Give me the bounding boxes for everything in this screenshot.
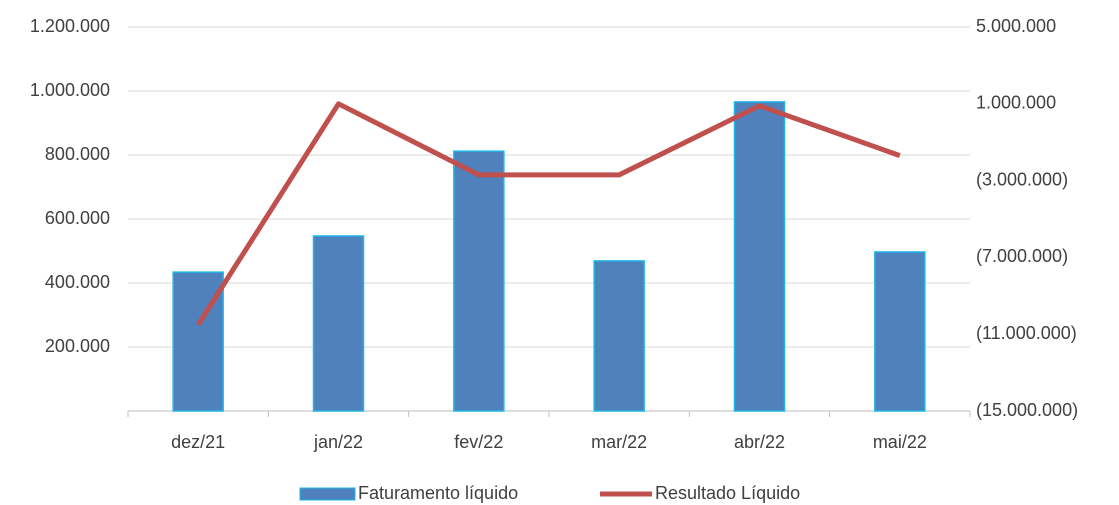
y-tick-label: 200.000 — [45, 336, 110, 356]
y-tick-label: 800.000 — [45, 144, 110, 164]
x-tick-label: fev/22 — [454, 432, 503, 452]
x-tick-label: dez/21 — [171, 432, 225, 452]
bar — [874, 251, 926, 412]
legend-swatch — [299, 487, 356, 501]
bar — [593, 260, 645, 412]
legend-label: Faturamento líquido — [358, 483, 518, 503]
y2-tick-label: (7.000.000) — [976, 246, 1068, 266]
y-tick-label: 600.000 — [45, 208, 110, 228]
y-tick-label: 1.200.000 — [30, 16, 110, 36]
bar — [453, 150, 505, 412]
line — [196, 101, 901, 326]
bar — [733, 101, 786, 412]
y-tick-label: 400.000 — [45, 272, 110, 292]
x-tick-label: jan/22 — [313, 432, 363, 452]
y2-tick-label: 5.000.000 — [976, 16, 1056, 36]
y2-tick-label: (15.000.000) — [976, 400, 1078, 420]
x-tick-label: mar/22 — [591, 432, 647, 452]
x-tick-label: abr/22 — [734, 432, 785, 452]
y2-tick-label: (3.000.000) — [976, 169, 1068, 189]
x-tick-label: mai/22 — [873, 432, 927, 452]
y-tick-label: 1.000.000 — [30, 80, 110, 100]
bar — [312, 235, 365, 412]
y2-tick-label: 1.000.000 — [976, 93, 1056, 113]
y2-tick-label: (11.000.000) — [976, 323, 1077, 343]
legend-label: Resultado Líquido — [655, 483, 800, 503]
